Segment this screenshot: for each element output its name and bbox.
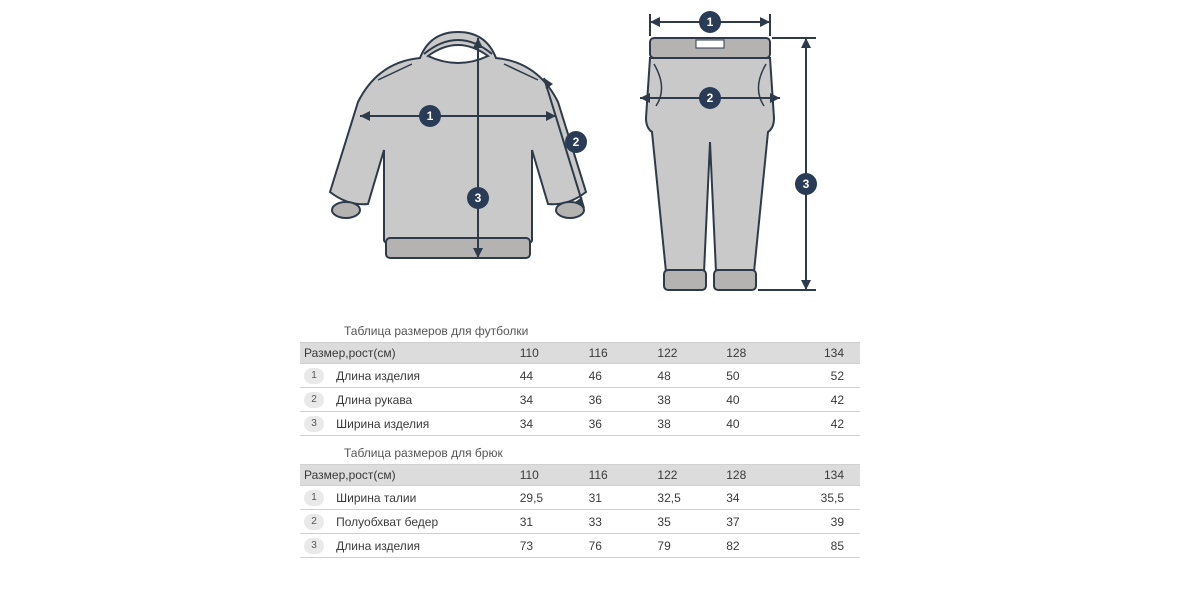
- row-value: 36: [585, 412, 654, 436]
- row-value: 48: [653, 364, 722, 388]
- pants-size-table: Размер,рост(см) 110 116 122 128 134 1 Ши…: [300, 464, 860, 558]
- shirt-size-col: 110: [516, 343, 585, 364]
- shirt-size-col: 134: [791, 343, 860, 364]
- row-label: Длина изделия: [332, 364, 516, 388]
- table-row: 3 Ширина изделия 34 36 38 40 42: [300, 412, 860, 436]
- row-index-badge: 1: [304, 490, 324, 506]
- garment-diagrams: 1 2 3: [300, 8, 860, 318]
- row-value: 32,5: [653, 486, 722, 510]
- pants-marker-3: 3: [803, 177, 810, 191]
- pants-marker-2: 2: [707, 91, 714, 105]
- row-index-badge: 2: [304, 514, 324, 530]
- row-label: Полуобхват бедер: [332, 510, 516, 534]
- row-value: 50: [722, 364, 791, 388]
- row-value: 73: [516, 534, 585, 558]
- shirt-table-title: Таблица размеров для футболки: [300, 320, 860, 342]
- row-value: 34: [516, 412, 585, 436]
- diagram-svg: 1 2 3: [300, 8, 860, 318]
- row-value: 76: [585, 534, 654, 558]
- table-row: 3 Длина изделия 73 76 79 82 85: [300, 534, 860, 558]
- row-label: Длина рукава: [332, 388, 516, 412]
- size-chart-stage: 1 2 3: [0, 0, 1200, 600]
- pants-illustration: 1 2 3: [640, 11, 817, 290]
- pants-size-col: 134: [791, 465, 860, 486]
- row-value: 40: [722, 412, 791, 436]
- row-value: 52: [791, 364, 860, 388]
- shirt-size-label: Размер,рост(см): [300, 343, 516, 364]
- row-index-badge: 3: [304, 538, 324, 554]
- sweater-marker-1: 1: [427, 109, 434, 123]
- row-value: 79: [653, 534, 722, 558]
- row-value: 35,5: [791, 486, 860, 510]
- row-value: 42: [791, 388, 860, 412]
- row-value: 39: [791, 510, 860, 534]
- pants-size-label: Размер,рост(см): [300, 465, 516, 486]
- row-value: 29,5: [516, 486, 585, 510]
- row-value: 34: [722, 486, 791, 510]
- row-value: 33: [585, 510, 654, 534]
- table-row: 2 Длина рукава 34 36 38 40 42: [300, 388, 860, 412]
- row-value: 44: [516, 364, 585, 388]
- sweater-illustration: 1 2 3: [330, 32, 587, 258]
- table-row: 1 Длина изделия 44 46 48 50 52: [300, 364, 860, 388]
- row-value: 82: [722, 534, 791, 558]
- row-value: 42: [791, 412, 860, 436]
- row-value: 38: [653, 412, 722, 436]
- pants-size-col: 122: [653, 465, 722, 486]
- shirt-size-table: Размер,рост(см) 110 116 122 128 134 1 Дл…: [300, 342, 860, 436]
- pants-marker-1: 1: [707, 15, 714, 29]
- pants-size-col: 128: [722, 465, 791, 486]
- row-index-badge: 3: [304, 416, 324, 432]
- row-label: Ширина изделия: [332, 412, 516, 436]
- pants-size-col: 110: [516, 465, 585, 486]
- row-index-badge: 1: [304, 368, 324, 384]
- shirt-size-col: 128: [722, 343, 791, 364]
- row-value: 40: [722, 388, 791, 412]
- row-value: 38: [653, 388, 722, 412]
- shirt-size-col: 116: [585, 343, 654, 364]
- row-value: 34: [516, 388, 585, 412]
- sweater-marker-3: 3: [475, 191, 482, 205]
- row-value: 31: [516, 510, 585, 534]
- shirt-size-col: 122: [653, 343, 722, 364]
- size-tables: Таблица размеров для футболки Размер,рос…: [300, 320, 860, 564]
- row-value: 37: [722, 510, 791, 534]
- row-value: 46: [585, 364, 654, 388]
- table-row: 2 Полуобхват бедер 31 33 35 37 39: [300, 510, 860, 534]
- pants-header-row: Размер,рост(см) 110 116 122 128 134: [300, 465, 860, 486]
- row-index-badge: 2: [304, 392, 324, 408]
- shirt-header-row: Размер,рост(см) 110 116 122 128 134: [300, 343, 860, 364]
- row-value: 85: [791, 534, 860, 558]
- sweater-marker-2: 2: [573, 135, 580, 149]
- pants-table-title: Таблица размеров для брюк: [300, 442, 860, 464]
- pants-size-col: 116: [585, 465, 654, 486]
- pants-dim-1: 1: [650, 11, 770, 36]
- row-value: 36: [585, 388, 654, 412]
- row-label: Длина изделия: [332, 534, 516, 558]
- table-row: 1 Ширина талии 29,5 31 32,5 34 35,5: [300, 486, 860, 510]
- row-value: 35: [653, 510, 722, 534]
- row-label: Ширина талии: [332, 486, 516, 510]
- row-value: 31: [585, 486, 654, 510]
